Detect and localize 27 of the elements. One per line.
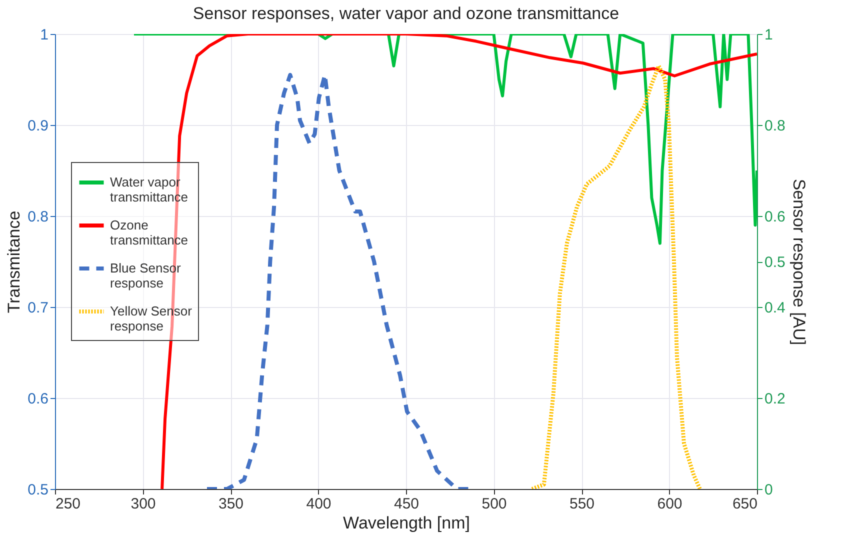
y-tick-label: 0.7 xyxy=(28,300,48,316)
y2-tick-label: 0.5 xyxy=(764,254,786,271)
y2-tick-label: 0.4 xyxy=(764,300,786,316)
x-tick-label: 300 xyxy=(130,496,156,512)
x-tick-label: 450 xyxy=(394,496,420,512)
x-tick-label: 500 xyxy=(482,496,507,512)
y-axis-title: Transmitance xyxy=(4,210,24,314)
x-tick-label: 650 xyxy=(732,496,758,512)
x-tick-label: 250 xyxy=(56,496,81,512)
x-tick-label: 550 xyxy=(569,496,595,512)
y-tick-label: 0.8 xyxy=(28,208,48,226)
chart-title: Sensor responses, water vapor and ozone transmittance xyxy=(192,4,620,23)
y2-tick-label: 0.6 xyxy=(764,208,786,226)
y2-tick-label: 0.2 xyxy=(764,390,786,408)
x-axis-title: Wavelength [nm] xyxy=(343,514,470,532)
x-tick-label: 400 xyxy=(306,496,332,512)
line-series xyxy=(530,64,702,489)
y2-tick-label: 1 xyxy=(764,26,773,44)
y-tick-label: 0.9 xyxy=(28,118,48,134)
x-tick-label: 600 xyxy=(657,496,682,512)
y2-tick-label: 0.8 xyxy=(764,118,786,134)
y-tick-label: 1 xyxy=(40,26,48,44)
y-tick-label: 0.5 xyxy=(28,482,48,498)
y-tick-label: 0.6 xyxy=(28,390,48,408)
x-tick-label: 350 xyxy=(218,496,244,512)
y2-tick-label: 0 xyxy=(764,482,773,498)
y2-axis-title: Sensor response [AU] xyxy=(789,178,808,346)
